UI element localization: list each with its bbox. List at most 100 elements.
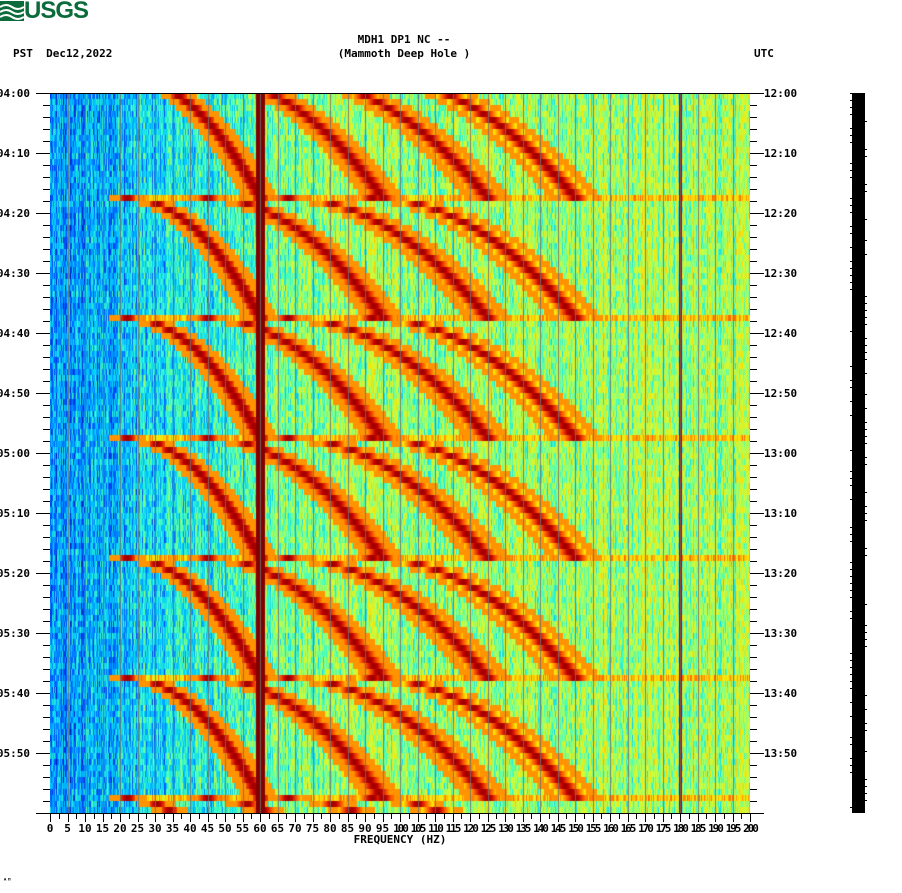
y-tick-left <box>43 609 50 610</box>
y-tick-left <box>36 333 50 334</box>
y-tick-right <box>750 633 764 634</box>
y-tick-right <box>750 513 764 514</box>
y-tick-left <box>36 513 50 514</box>
y-tick-right <box>750 309 757 310</box>
right-timezone: UTC <box>754 48 774 60</box>
y-tick-left <box>43 405 50 406</box>
y-tick-left <box>43 729 50 730</box>
y-tick-label-left: 04:40 <box>0 327 30 340</box>
y-tick-label-right: 12:50 <box>764 387 797 400</box>
scale-bar-notch <box>850 807 852 808</box>
scale-bar-notch <box>850 611 852 612</box>
y-tick-left <box>43 165 50 166</box>
amplitude-scale-bar <box>852 93 865 813</box>
y-tick-left <box>43 429 50 430</box>
y-tick-left <box>43 525 50 526</box>
y-tick-right <box>750 693 764 694</box>
scale-bar-notch <box>850 737 852 738</box>
station-code: MDH1 DP1 NC -- <box>0 34 808 46</box>
y-tick-left <box>43 669 50 670</box>
y-tick-label-left: 04:00 <box>0 87 30 100</box>
scale-bar-notch <box>850 478 852 479</box>
x-axis-line <box>50 813 750 814</box>
scale-bar-notch <box>850 471 852 472</box>
y-tick-left <box>43 225 50 226</box>
usgs-wave-icon <box>0 1 24 21</box>
x-tick <box>645 813 646 822</box>
y-tick-label-left: 05:10 <box>0 507 30 520</box>
y-tick-label-left: 05:40 <box>0 687 30 700</box>
y-tick-left <box>43 597 50 598</box>
y-tick-label-right: 13:50 <box>764 747 797 760</box>
scale-bar-notch <box>850 576 852 577</box>
scale-bar-notch <box>850 380 852 381</box>
y-tick-right <box>750 765 757 766</box>
x-tick <box>540 813 541 822</box>
scale-bar-notch <box>850 527 852 528</box>
y-tick-right <box>750 537 757 538</box>
y-tick-left <box>43 309 50 310</box>
x-tick <box>523 813 524 822</box>
y-tick-right <box>750 609 757 610</box>
scale-bar-notch <box>865 786 867 787</box>
scale-bar-notch <box>865 324 867 325</box>
scale-bar-notch <box>850 226 852 227</box>
usgs-logo-text: USGS <box>24 0 88 22</box>
scale-bar-notch <box>850 366 852 367</box>
station-name: (Mammoth Deep Hole ) <box>0 48 808 60</box>
y-tick-left <box>43 501 50 502</box>
y-tick-right <box>750 129 757 130</box>
y-tick-left <box>43 441 50 442</box>
scale-bar-notch <box>850 268 852 269</box>
scale-bar-notch <box>865 723 867 724</box>
scale-bar-notch <box>850 667 852 668</box>
y-tick-label-right: 13:10 <box>764 507 797 520</box>
scale-bar-notch <box>850 100 852 101</box>
scale-bar-notch <box>850 758 852 759</box>
scale-bar-notch <box>850 135 852 136</box>
scale-bar-notch <box>865 310 867 311</box>
scale-bar-notch <box>865 646 867 647</box>
scale-bar-notch <box>865 457 867 458</box>
y-tick-label-right: 12:30 <box>764 267 797 280</box>
scale-bar-notch <box>865 751 867 752</box>
y-tick-label-left: 04:20 <box>0 207 30 220</box>
scale-bar-notch <box>865 464 867 465</box>
y-tick-left <box>43 777 50 778</box>
y-tick-label-right: 12:40 <box>764 327 797 340</box>
y-tick-right <box>750 489 757 490</box>
y-tick-right <box>750 213 764 214</box>
y-tick-right <box>750 261 757 262</box>
y-tick-left <box>36 633 50 634</box>
left-timezone-date: PST Dec12,2022 <box>13 48 112 60</box>
x-tick <box>733 813 734 822</box>
scale-bar-notch <box>850 247 852 248</box>
x-tick <box>365 813 366 822</box>
scale-bar-notch <box>865 779 867 780</box>
y-tick-left <box>43 261 50 262</box>
y-tick-right <box>750 501 757 502</box>
scale-bar-notch <box>865 555 867 556</box>
y-tick-right <box>750 573 764 574</box>
y-tick-right <box>750 477 757 478</box>
scale-bar-notch <box>865 184 867 185</box>
y-tick-right <box>750 93 764 94</box>
y-tick-right <box>750 405 757 406</box>
scale-bar-notch <box>865 604 867 605</box>
scale-bar-notch <box>865 191 867 192</box>
x-tick <box>610 813 611 822</box>
scale-bar-notch <box>850 618 852 619</box>
scale-bar-notch <box>850 401 852 402</box>
scale-bar-notch <box>865 156 867 157</box>
scale-bar-notch <box>865 149 867 150</box>
scale-bar-notch <box>865 429 867 430</box>
y-tick-left <box>43 381 50 382</box>
y-tick-right <box>750 417 757 418</box>
x-tick <box>173 813 174 822</box>
x-tick <box>698 813 699 822</box>
y-tick-right <box>750 597 757 598</box>
y-tick-right <box>750 225 757 226</box>
scale-bar-notch <box>865 625 867 626</box>
scale-bar-notch <box>850 772 852 773</box>
y-tick-left <box>43 489 50 490</box>
